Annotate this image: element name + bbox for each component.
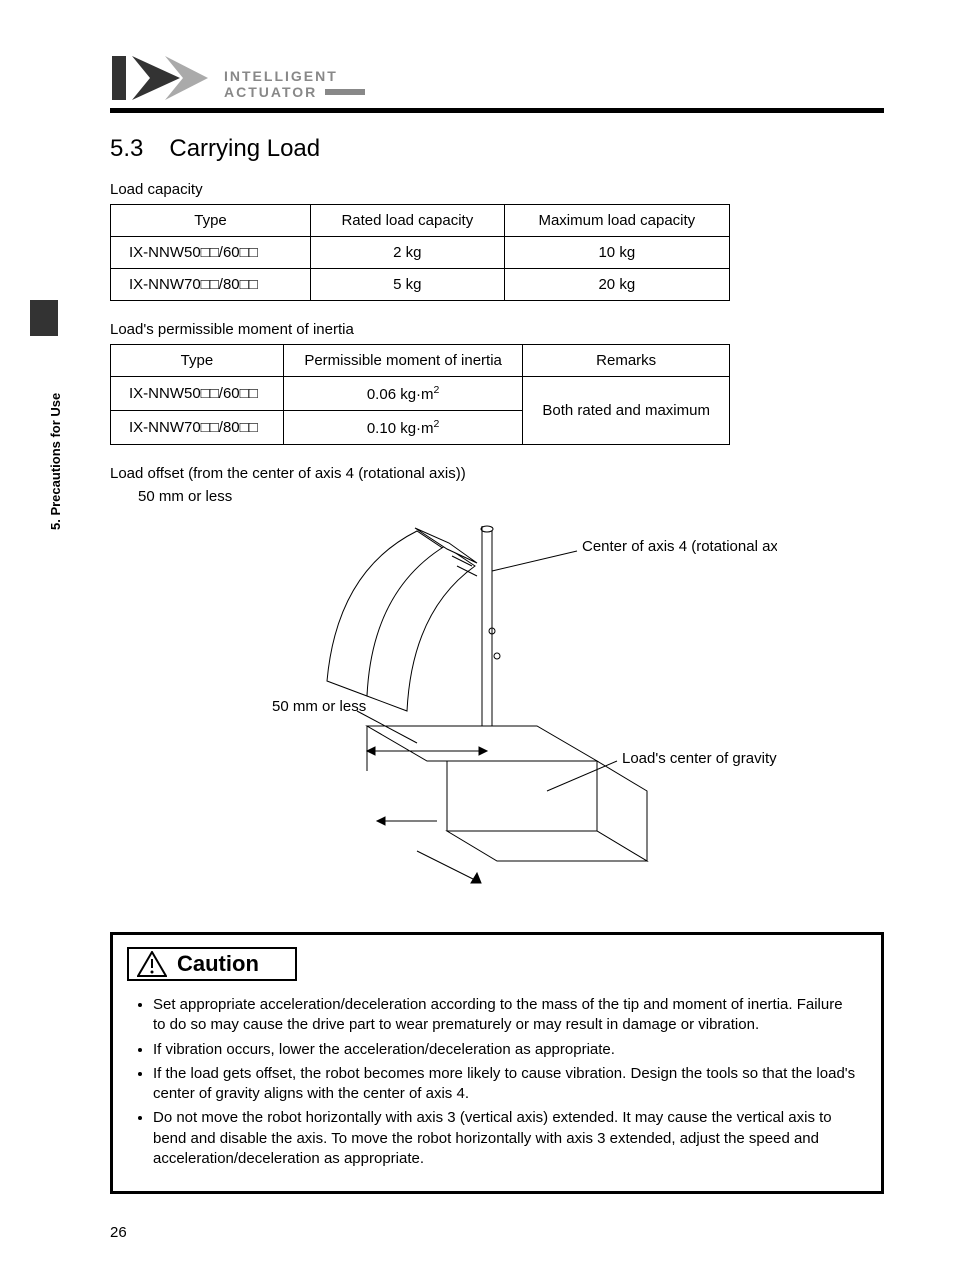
th-type: Type [111, 345, 284, 377]
th-max: Maximum load capacity [504, 205, 729, 237]
cell-moment: 0.10 kg·m2 [283, 411, 522, 445]
brand-bar-icon [325, 89, 365, 95]
cell-max: 20 kg [504, 269, 729, 301]
cell-max: 10 kg [504, 237, 729, 269]
page-header: INTELLIGENT ACTUATOR [110, 50, 884, 113]
diagram-label-center: Center of axis 4 (rotational axis) [582, 538, 777, 555]
table2-caption: Load's permissible moment of inertia [110, 321, 884, 338]
offset-label: Load offset (from the center of axis 4 (… [110, 465, 884, 482]
cell-rated: 2 kg [311, 237, 505, 269]
brand-line2: ACTUATOR [224, 84, 317, 100]
page-number: 26 [110, 1224, 884, 1241]
moment-inertia-table: Type Permissible moment of inertia Remar… [110, 344, 730, 445]
table-row: IX-NNW50□□/60□□ 2 kg 10 kg [111, 237, 730, 269]
table-row: IX-NNW50□□/60□□ 0.06 kg·m2 Both rated an… [111, 377, 730, 411]
page-content: INTELLIGENT ACTUATOR 5.3 Carrying Load L… [0, 0, 954, 1281]
cell-remarks: Both rated and maximum [523, 377, 730, 445]
cell-type: IX-NNW70□□/80□□ [111, 411, 284, 445]
caution-item: Do not move the robot horizontally with … [153, 1108, 859, 1169]
cell-type: IX-NNW50□□/60□□ [111, 237, 311, 269]
cell-moment: 0.06 kg·m2 [283, 377, 522, 411]
caution-item: Set appropriate acceleration/deceleratio… [153, 995, 859, 1036]
warning-icon [137, 951, 167, 977]
brand-text: INTELLIGENT ACTUATOR [224, 68, 365, 106]
offset-diagram: Center of axis 4 (rotational axis) 50 mm… [110, 511, 884, 916]
table-header-row: Type Permissible moment of inertia Remar… [111, 345, 730, 377]
caution-item: If vibration occurs, lower the accelerat… [153, 1040, 859, 1060]
th-remarks: Remarks [523, 345, 730, 377]
th-rated: Rated load capacity [311, 205, 505, 237]
section-heading: 5.3 Carrying Load [110, 135, 884, 163]
caution-title: Caution [177, 951, 259, 977]
brand-line1: INTELLIGENT [224, 68, 365, 84]
caution-header: Caution [127, 947, 297, 981]
load-capacity-table: Type Rated load capacity Maximum load ca… [110, 204, 730, 301]
cell-type: IX-NNW50□□/60□□ [111, 377, 284, 411]
caution-item: If the load gets offset, the robot becom… [153, 1064, 859, 1105]
caution-box: Caution Set appropriate acceleration/dec… [110, 932, 884, 1194]
diagram-label-cog: Load's center of gravity [622, 750, 777, 767]
diagram-label-offset: 50 mm or less [272, 698, 366, 715]
cell-rated: 5 kg [311, 269, 505, 301]
th-type: Type [111, 205, 311, 237]
brand-logo-icon [110, 50, 210, 106]
table-header-row: Type Rated load capacity Maximum load ca… [111, 205, 730, 237]
offset-value: 50 mm or less [138, 488, 884, 505]
section-number: 5.3 [110, 135, 143, 163]
section-title-text: Carrying Load [169, 135, 320, 163]
caution-body: Set appropriate acceleration/deceleratio… [113, 981, 881, 1191]
table-row: IX-NNW70□□/80□□ 5 kg 20 kg [111, 269, 730, 301]
cell-type: IX-NNW70□□/80□□ [111, 269, 311, 301]
th-moment: Permissible moment of inertia [283, 345, 522, 377]
table1-caption: Load capacity [110, 181, 884, 198]
